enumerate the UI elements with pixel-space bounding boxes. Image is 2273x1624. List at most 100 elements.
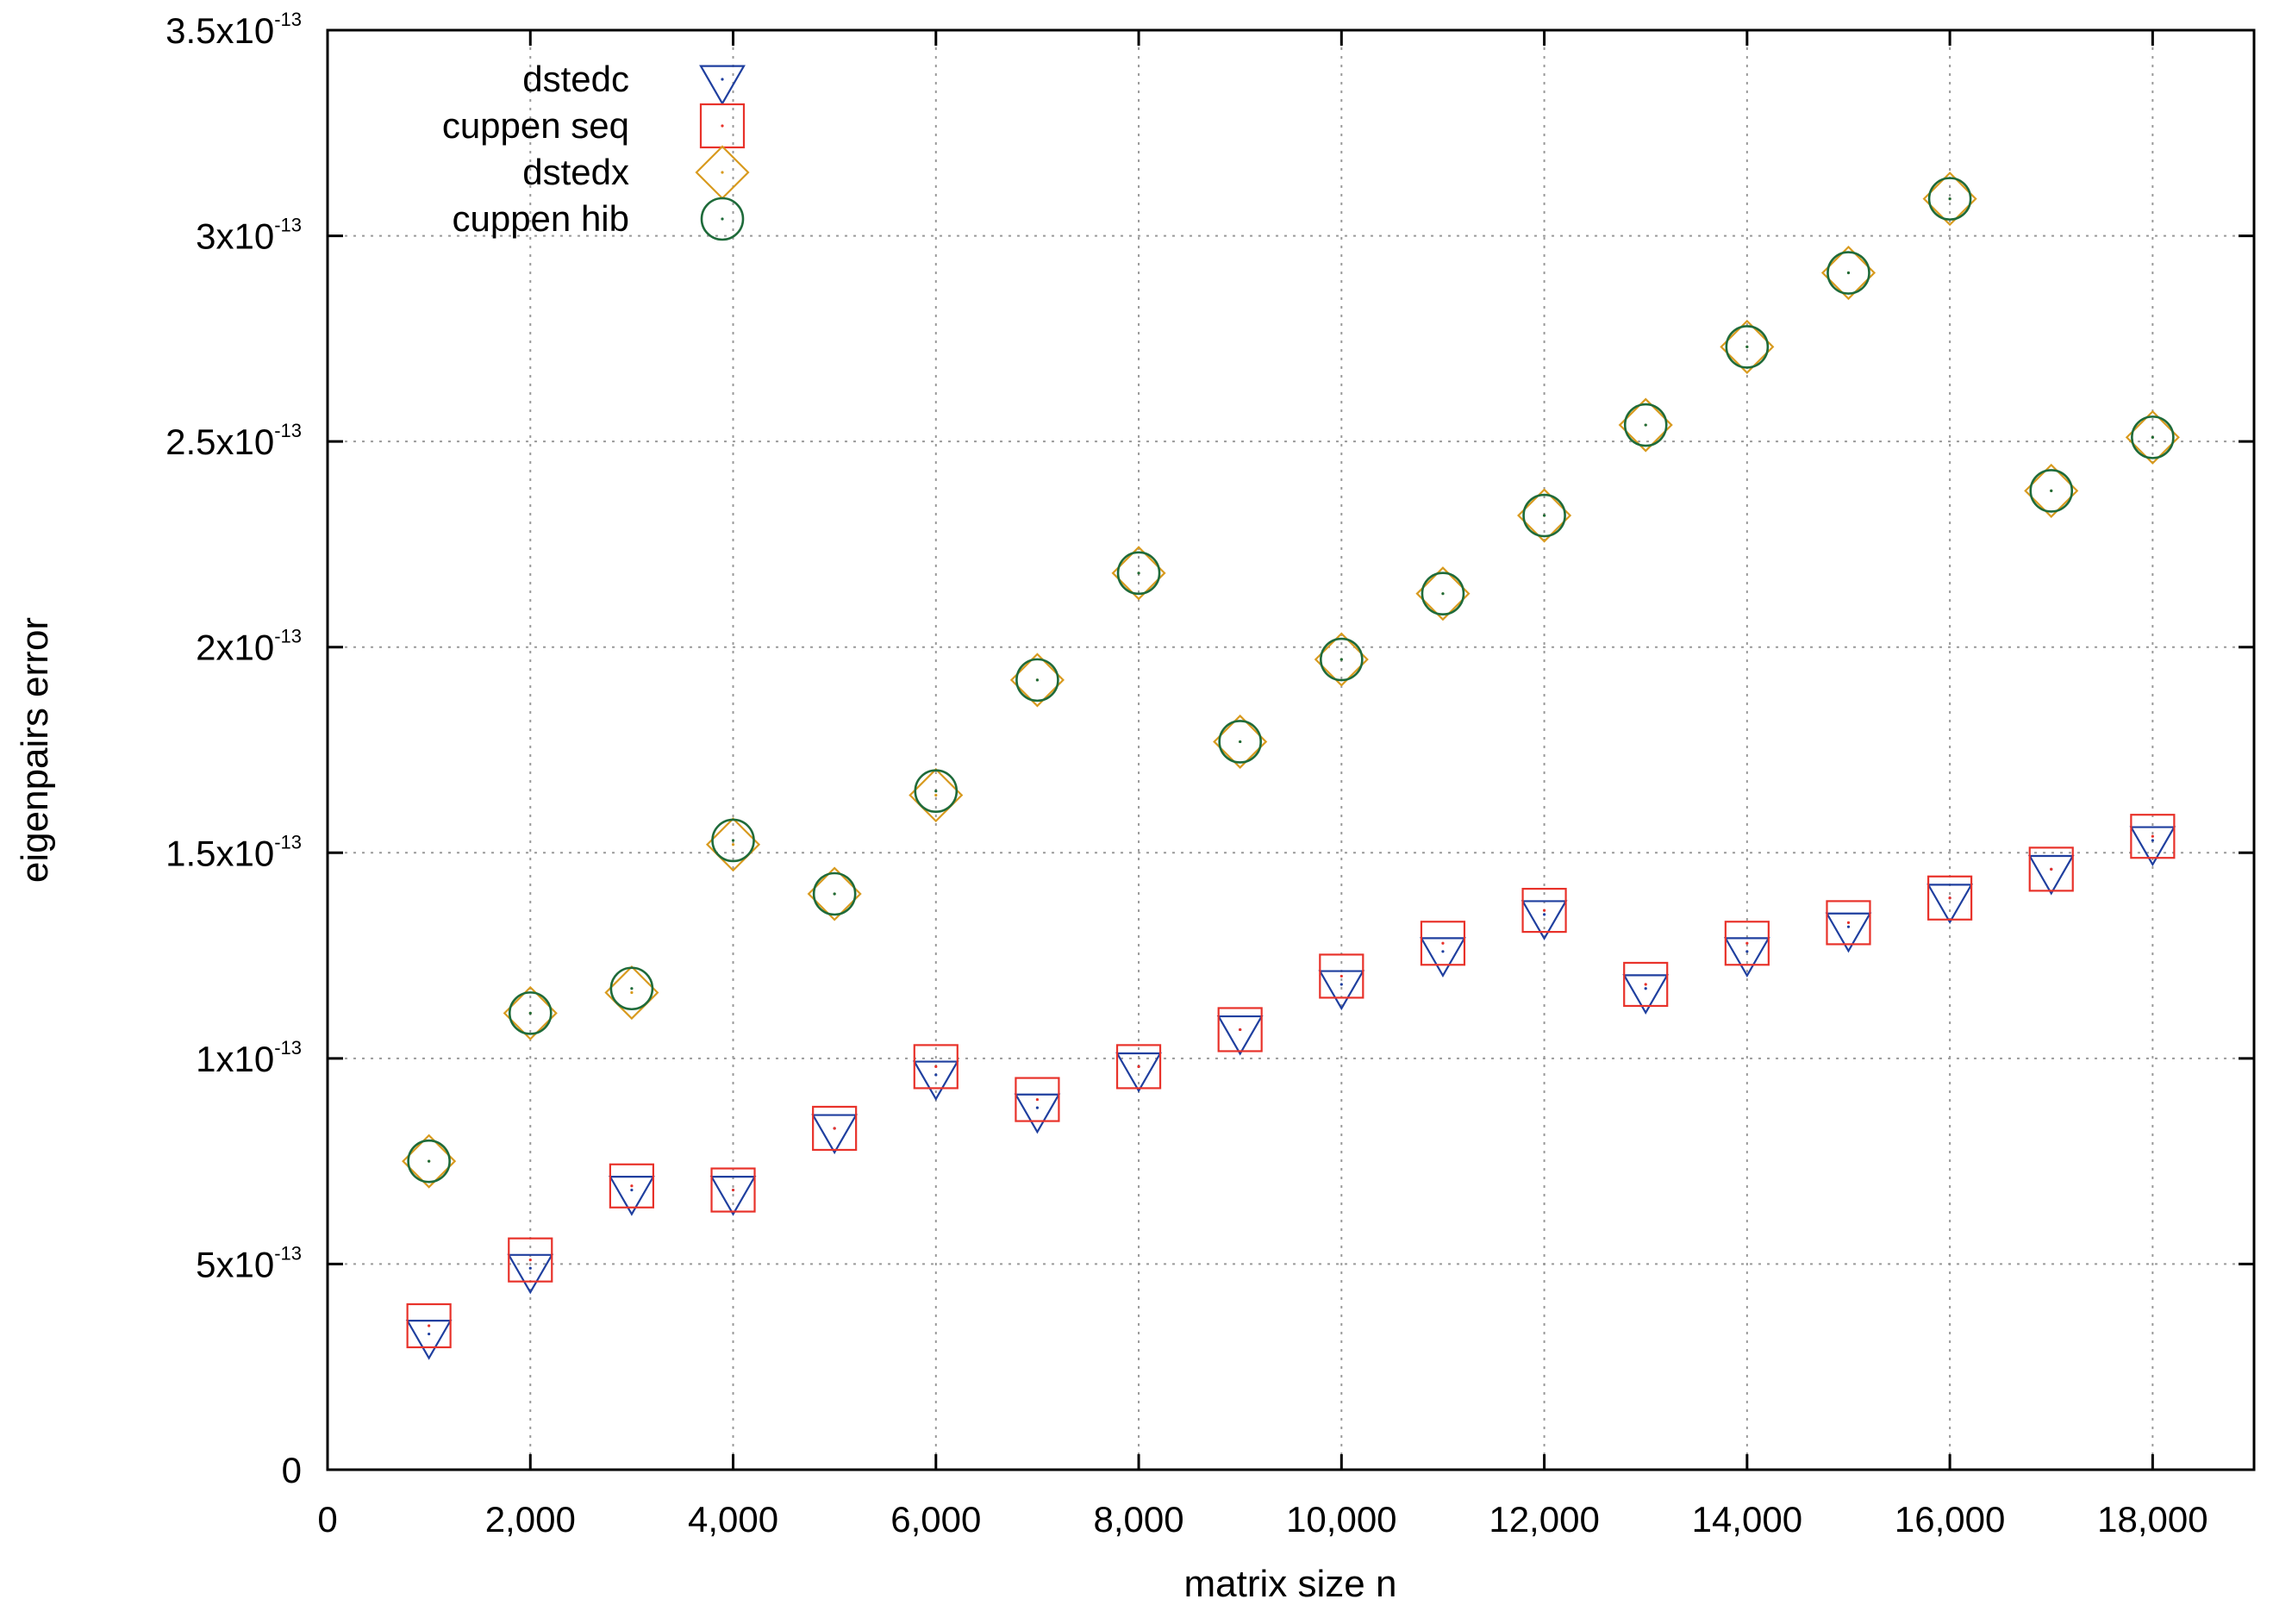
legend-marker (700, 197, 745, 241)
marker-shape (503, 985, 558, 1040)
marker-shape (2130, 814, 2176, 859)
marker-shape (1015, 1077, 1060, 1122)
y-tick-label: 1x10-13 (196, 1037, 302, 1079)
marker-shape (705, 817, 761, 872)
y-axis-title: eigenpairs error (14, 617, 56, 883)
marker-center-dot (2050, 867, 2053, 871)
x-tick-label: 16,000 (1895, 1499, 2005, 1540)
marker-shape (608, 1176, 655, 1216)
marker-center-dot (721, 124, 724, 128)
data-point (609, 966, 654, 1011)
data-point (2027, 854, 2075, 896)
data-point (1014, 1093, 1061, 1134)
marker-center-dot (428, 1332, 431, 1336)
marker-shape (2129, 826, 2176, 867)
marker-shape (1517, 488, 1572, 543)
marker-center-dot (1745, 950, 1749, 953)
marker-center-dot (1035, 1097, 1040, 1102)
data-point (1927, 875, 1973, 921)
marker-shape (2024, 463, 2079, 518)
axis-ticks: 0 2,000 4,000 6,000 8,000 10,000 12,000 14,000 1… (165, 9, 2254, 1540)
legend-entry: dstedc (522, 59, 746, 106)
x-tick-label: 6,000 (890, 1499, 981, 1540)
marker-center-dot (2151, 839, 2154, 842)
data-point (912, 1060, 959, 1102)
marker-shape (1522, 493, 1566, 538)
marker-shape (1318, 970, 1365, 1011)
marker-shape (812, 871, 857, 916)
marker-center-dot (630, 1188, 634, 1192)
marker-center-dot (528, 1266, 532, 1270)
data-point (2129, 826, 2176, 867)
plot-frame (326, 28, 2256, 1471)
marker-center-dot (1644, 423, 1647, 427)
data-point (1115, 1044, 1162, 1090)
marker-center-dot (1239, 740, 1242, 744)
legend-entry: cuppen hib (452, 197, 745, 241)
data-point (1116, 551, 1161, 596)
marker-shape (1623, 961, 1669, 1008)
legend-label: dstedc (522, 59, 629, 99)
marker-shape (1218, 720, 1262, 764)
marker-shape (1724, 921, 1770, 966)
data-point (811, 1114, 859, 1155)
x-tick-label: 10,000 (1286, 1499, 1396, 1540)
marker-shape (811, 1114, 859, 1155)
marker-center-dot (721, 217, 724, 221)
x-axis-title: matrix size n (1184, 1563, 1397, 1605)
marker-shape (609, 966, 654, 1011)
marker-shape (1421, 572, 1465, 615)
marker-shape (1827, 251, 1870, 295)
data-point (705, 817, 761, 872)
x-tick-label: 4,000 (688, 1499, 778, 1540)
legend-label: cuppen hib (452, 198, 629, 239)
marker-center-dot (1137, 572, 1140, 575)
marker-center-dot (1441, 950, 1445, 953)
marker-shape (2027, 854, 2075, 896)
marker-shape (609, 1163, 654, 1209)
marker-shape (1216, 1015, 1264, 1056)
marker-center-dot (428, 1324, 431, 1327)
marker-center-dot (833, 1127, 836, 1130)
marker-center-dot (1542, 909, 1546, 912)
data-point (407, 1139, 451, 1184)
data-point (1723, 937, 1770, 978)
series-dstedx (402, 172, 2180, 1189)
marker-shape (710, 1167, 756, 1213)
marker-center-dot (2151, 435, 2154, 439)
legend-marker (699, 65, 746, 106)
marker-center-dot (2050, 489, 2053, 493)
marker-center-dot (1846, 925, 1851, 928)
marker-shape (1922, 172, 1977, 227)
marker-center-dot (1745, 345, 1749, 348)
data-point (604, 965, 659, 1021)
marker-shape (1014, 1093, 1061, 1134)
marker-center-dot (1644, 987, 1647, 990)
marker-center-dot (1644, 983, 1647, 986)
marker-center-dot (630, 987, 634, 990)
marker-shape (700, 197, 745, 241)
marker-shape (1314, 632, 1369, 687)
marker-shape (1820, 245, 1876, 301)
data-point (1725, 325, 1770, 369)
marker-shape (1521, 887, 1567, 934)
data-point (711, 818, 755, 863)
marker-shape (1723, 937, 1770, 978)
data-point (812, 1105, 858, 1152)
marker-shape (1623, 403, 1668, 447)
data-point (2130, 814, 2176, 859)
data-point (914, 769, 959, 814)
marker-center-dot (731, 1188, 735, 1192)
legend-entry: cuppen seq (442, 103, 746, 149)
marker-shape (1319, 953, 1364, 999)
data-point (508, 1237, 553, 1283)
data-point (2028, 846, 2074, 892)
data-point (1420, 921, 1466, 966)
marker-center-dot (630, 990, 634, 995)
y-tick-label: 1.5x10-13 (165, 831, 302, 873)
data-point (1622, 974, 1670, 1015)
marker-shape (1111, 546, 1166, 601)
marker-shape (405, 1320, 453, 1360)
marker-shape (807, 866, 862, 921)
